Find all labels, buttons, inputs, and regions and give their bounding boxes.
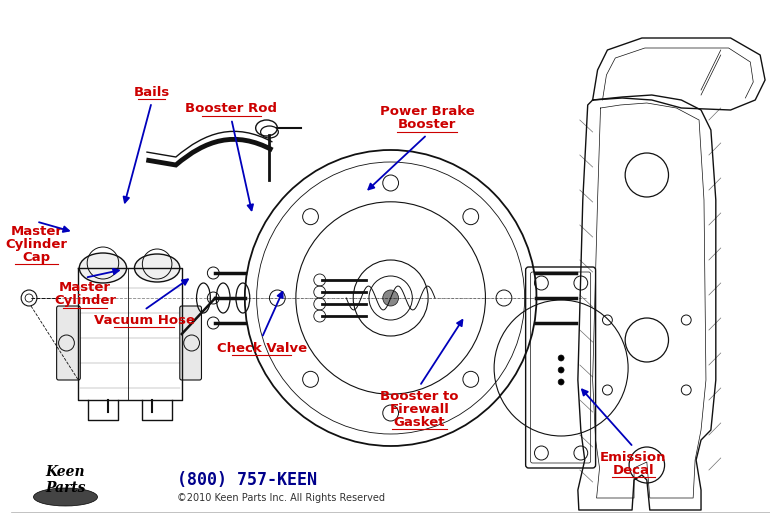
FancyBboxPatch shape <box>180 306 202 380</box>
Text: Firewall: Firewall <box>390 402 450 416</box>
Text: Keen
Parts: Keen Parts <box>45 465 85 495</box>
Text: Booster: Booster <box>398 118 457 131</box>
Text: Cylinder: Cylinder <box>5 238 67 251</box>
Text: Bails: Bails <box>133 85 170 99</box>
Text: Booster Rod: Booster Rod <box>186 102 277 116</box>
FancyBboxPatch shape <box>57 306 80 380</box>
Circle shape <box>558 379 564 385</box>
Text: Vacuum Hose: Vacuum Hose <box>94 313 195 327</box>
Text: Check Valve: Check Valve <box>216 341 306 355</box>
Circle shape <box>558 355 564 361</box>
Text: Emission: Emission <box>600 451 667 464</box>
Text: Cylinder: Cylinder <box>54 294 116 307</box>
Circle shape <box>558 367 564 373</box>
Text: Power Brake: Power Brake <box>380 105 474 118</box>
Ellipse shape <box>135 254 180 282</box>
Text: Booster to: Booster to <box>380 390 459 402</box>
Circle shape <box>383 290 399 306</box>
Text: Master: Master <box>10 225 62 238</box>
Ellipse shape <box>79 253 126 283</box>
Text: Decal: Decal <box>613 464 654 477</box>
Text: (800) 757-KEEN: (800) 757-KEEN <box>177 471 316 489</box>
Text: ©2010 Keen Parts Inc. All Rights Reserved: ©2010 Keen Parts Inc. All Rights Reserve… <box>177 493 385 503</box>
Text: Gasket: Gasket <box>393 416 445 429</box>
Text: Master: Master <box>59 281 111 294</box>
Ellipse shape <box>33 488 98 506</box>
Text: Cap: Cap <box>22 251 50 264</box>
